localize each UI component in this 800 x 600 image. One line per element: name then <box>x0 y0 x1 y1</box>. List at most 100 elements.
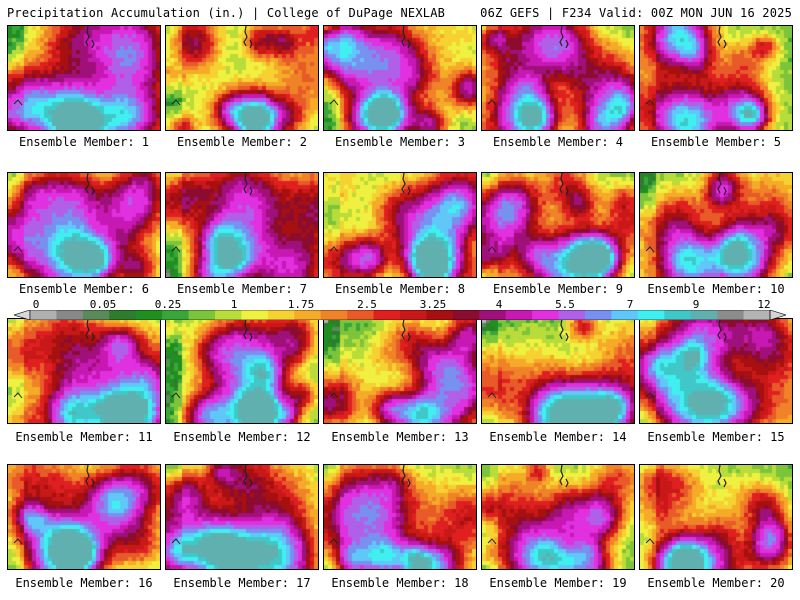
colorbar-swatch <box>532 310 560 320</box>
ensemble-map-9 <box>481 172 635 278</box>
ensemble-member-label: Ensemble Member: 9 <box>492 282 624 296</box>
colorbar-tick-label: 0.05 <box>89 298 117 311</box>
precip-field <box>324 26 476 130</box>
lake-michigan-shoreline <box>171 26 253 106</box>
precip-field <box>324 465 476 569</box>
colorbar-swatch <box>717 310 745 320</box>
precip-field <box>8 319 160 423</box>
colorbar-max-arrow <box>769 310 786 320</box>
colorbar-swatch <box>347 310 375 320</box>
precip-field <box>8 26 160 130</box>
ensemble-map-4 <box>481 25 635 131</box>
precip-field <box>166 26 318 130</box>
lake-michigan-shoreline <box>645 319 727 399</box>
colorbar-swatch <box>452 310 480 320</box>
lake-michigan-shoreline <box>13 173 95 253</box>
precip-field <box>640 173 792 277</box>
lake-michigan-shoreline <box>171 173 253 253</box>
ensemble-map-19 <box>481 464 635 570</box>
colorbar-tick-label: 3.25 <box>419 298 447 311</box>
ensemble-member-label: Ensemble Member: 20 <box>647 576 785 590</box>
colorbar-swatch <box>664 310 692 320</box>
colorbar-swatch <box>56 310 84 320</box>
colorbar-swatch <box>215 310 242 320</box>
ensemble-map-8 <box>323 172 477 278</box>
colorbar-swatch <box>585 310 612 320</box>
lake-michigan-shoreline <box>645 173 727 253</box>
colorbar-tick-label: 4 <box>495 298 503 311</box>
ensemble-member-label: Ensemble Member: 12 <box>173 430 311 444</box>
lake-michigan-shoreline <box>487 26 569 106</box>
lake-michigan-shoreline <box>13 319 95 399</box>
lake-michigan-shoreline <box>645 465 727 545</box>
lake-michigan-shoreline <box>329 319 411 399</box>
colorbar-tick-label: 9 <box>692 298 700 311</box>
colorbar-swatch <box>558 310 586 320</box>
ensemble-member-label: Ensemble Member: 1 <box>18 135 150 149</box>
ensemble-map-5 <box>639 25 793 131</box>
colorbar-tick-label: 0 <box>32 298 40 311</box>
precip-field <box>166 173 318 277</box>
ensemble-member-label: Ensemble Member: 11 <box>15 430 153 444</box>
ensemble-member-label: Ensemble Member: 18 <box>331 576 469 590</box>
colorbar-swatch <box>30 310 57 320</box>
precip-field <box>8 465 160 569</box>
lake-michigan-shoreline <box>329 465 411 545</box>
colorbar-swatch <box>320 310 348 320</box>
lake-michigan-shoreline <box>487 173 569 253</box>
precip-colorbar <box>14 310 786 320</box>
ensemble-map-11 <box>7 318 161 424</box>
lake-michigan-shoreline <box>13 465 95 545</box>
ensemble-map-18 <box>323 464 477 570</box>
ensemble-member-label: Ensemble Member: 2 <box>176 135 308 149</box>
ensemble-map-10 <box>639 172 793 278</box>
colorbar-tick-label: 12 <box>757 298 771 311</box>
lake-michigan-shoreline <box>487 465 569 545</box>
ensemble-map-3 <box>323 25 477 131</box>
ensemble-member-label: Ensemble Member: 15 <box>647 430 785 444</box>
colorbar-swatch <box>109 310 137 320</box>
ensemble-member-label: Ensemble Member: 7 <box>176 282 308 296</box>
colorbar-swatch <box>241 310 269 320</box>
precip-field <box>166 465 318 569</box>
lake-michigan-shoreline <box>329 173 411 253</box>
colorbar-tick-labels: 0 0.05 0.25 1 1.75 2.5 3.25 4 5.5 7 9 12 <box>0 298 800 311</box>
precip-field <box>324 319 476 423</box>
colorbar-swatch <box>479 310 507 320</box>
colorbar-tick-label: 1 <box>230 298 238 311</box>
colorbar-tick-label: 7 <box>626 298 634 311</box>
ensemble-member-label: Ensemble Member: 3 <box>334 135 466 149</box>
ensemble-member-label: Ensemble Member: 10 <box>647 282 785 296</box>
ensemble-member-label: Ensemble Member: 14 <box>489 430 627 444</box>
ensemble-map-15 <box>639 318 793 424</box>
colorbar-swatch <box>188 310 216 320</box>
colorbar-swatch <box>82 310 110 320</box>
precip-field <box>640 26 792 130</box>
lake-michigan-shoreline <box>171 465 253 545</box>
lake-michigan-shoreline <box>487 319 569 399</box>
colorbar-tick-label: 5.5 <box>555 298 575 311</box>
precip-field <box>324 173 476 277</box>
ensemble-map-16 <box>7 464 161 570</box>
precip-field <box>640 465 792 569</box>
precip-field <box>640 319 792 423</box>
colorbar-swatch <box>373 310 401 320</box>
ensemble-map-14 <box>481 318 635 424</box>
colorbar-swatch <box>505 310 533 320</box>
colorbar-swatch <box>294 310 322 320</box>
ensemble-map-2 <box>165 25 319 131</box>
colorbar-swatch <box>267 310 295 320</box>
colorbar-swatch <box>135 310 163 320</box>
precip-field <box>482 173 634 277</box>
ensemble-map-7 <box>165 172 319 278</box>
colorbar-swatch <box>611 310 639 320</box>
lake-michigan-shoreline <box>645 26 727 106</box>
colorbar-swatch <box>400 310 427 320</box>
ensemble-map-20 <box>639 464 793 570</box>
ensemble-map-1 <box>7 25 161 131</box>
colorbar-tick-label: 1.75 <box>287 298 315 311</box>
map-title: Precipitation Accumulation (in.) | Colle… <box>7 6 446 20</box>
lake-michigan-shoreline <box>171 319 253 399</box>
lake-michigan-shoreline <box>13 26 95 106</box>
ensemble-member-label: Ensemble Member: 19 <box>489 576 627 590</box>
